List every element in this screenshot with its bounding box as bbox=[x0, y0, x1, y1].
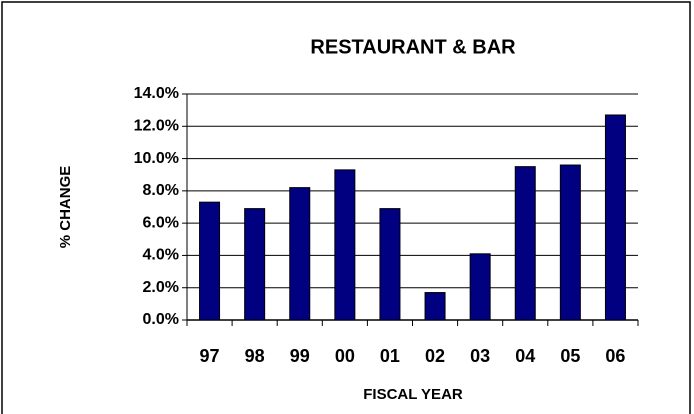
bar bbox=[424, 292, 446, 321]
y-tick-label: 6.0% bbox=[143, 214, 179, 231]
bar bbox=[244, 208, 266, 321]
x-tick-label: 00 bbox=[335, 346, 355, 366]
chart-title: RESTAURANT & BAR bbox=[310, 36, 516, 58]
x-tick-label: 06 bbox=[605, 346, 625, 366]
bar bbox=[199, 201, 221, 321]
bar bbox=[289, 187, 311, 321]
y-axis-title: % CHANGE bbox=[57, 166, 74, 249]
bar bbox=[559, 164, 581, 321]
y-tick-label: 10.0% bbox=[134, 150, 179, 167]
x-axis-title: FISCAL YEAR bbox=[363, 386, 463, 403]
bar bbox=[379, 208, 401, 321]
y-tick-label: 4.0% bbox=[143, 247, 179, 264]
x-tick-label: 04 bbox=[515, 346, 535, 366]
x-tick-label: 98 bbox=[245, 346, 265, 366]
bar bbox=[469, 253, 491, 321]
bar bbox=[334, 169, 356, 321]
bar bbox=[604, 114, 626, 321]
x-tick-label: 02 bbox=[425, 346, 445, 366]
bar bbox=[514, 166, 536, 321]
y-tick-label: 2.0% bbox=[143, 279, 179, 296]
x-tick-label: 03 bbox=[470, 346, 490, 366]
x-tick-label: 99 bbox=[290, 346, 310, 366]
y-tick-label: 12.0% bbox=[134, 118, 179, 135]
y-tick-label: 8.0% bbox=[143, 182, 179, 199]
x-tick-label: 05 bbox=[560, 346, 580, 366]
x-tick-label: 97 bbox=[200, 346, 220, 366]
y-tick-label: 14.0% bbox=[134, 85, 179, 102]
y-tick-label: 0.0% bbox=[143, 311, 179, 328]
x-tick-label: 01 bbox=[380, 346, 400, 366]
